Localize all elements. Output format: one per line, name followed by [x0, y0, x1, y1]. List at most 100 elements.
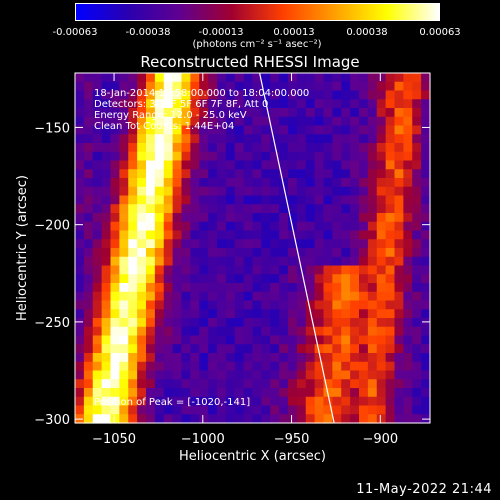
heatmap-cell	[199, 116, 209, 127]
heatmap-cell	[92, 90, 103, 100]
heatmap-cell	[252, 344, 262, 354]
heatmap-cell	[288, 353, 298, 363]
heatmap-cell	[403, 108, 413, 118]
heatmap-cell	[154, 405, 165, 415]
heatmap-cell	[128, 361, 138, 372]
heatmap-cell	[234, 353, 245, 363]
heatmap-cell	[341, 204, 351, 214]
heatmap-cell	[190, 414, 200, 424]
heatmap-cell	[75, 335, 85, 345]
heatmap-cell	[421, 353, 431, 363]
heatmap-cell	[208, 81, 218, 92]
heatmap-cell	[101, 134, 112, 144]
heatmap-cell	[359, 213, 369, 223]
heatmap-cell	[314, 256, 325, 267]
heatmap-cell	[172, 178, 183, 188]
heatmap-cell	[190, 90, 200, 100]
heatmap-cell	[190, 99, 200, 109]
heatmap-cell	[367, 248, 378, 258]
heatmap-cell	[288, 370, 298, 380]
heatmap-cell	[83, 81, 94, 92]
heatmap-cell	[163, 309, 174, 319]
heatmap-cell	[385, 81, 396, 92]
heatmap-cell	[296, 326, 307, 337]
heatmap-cell	[163, 414, 174, 424]
heatmap-cell	[261, 160, 271, 170]
heatmap-cell	[234, 143, 245, 153]
heatmap-cell	[137, 186, 147, 197]
heatmap-cell	[296, 116, 307, 127]
heatmap-cell	[288, 318, 298, 328]
heatmap-cell	[270, 248, 280, 258]
heatmap-cell	[128, 204, 138, 214]
heatmap-cell	[110, 318, 120, 328]
heatmap-cell	[154, 248, 165, 258]
heatmap-cell	[305, 326, 316, 337]
heatmap-cell	[119, 309, 129, 319]
heatmap-cell	[225, 283, 236, 293]
heatmap-cell	[234, 186, 245, 197]
heatmap-cell	[217, 239, 227, 249]
heatmap-cell	[225, 265, 236, 275]
heatmap-cell	[75, 221, 85, 232]
heatmap-cell	[341, 195, 351, 205]
heatmap-cell	[367, 143, 378, 153]
heatmap-cell	[181, 318, 191, 328]
heatmap-cell	[225, 335, 236, 345]
heatmap-cell	[412, 414, 422, 424]
heatmap-cell	[208, 256, 218, 267]
heatmap-cell	[288, 116, 298, 127]
heatmap-cell	[225, 125, 236, 135]
heatmap-cell	[190, 204, 200, 214]
heatmap-cell	[199, 230, 209, 240]
heatmap-cell	[128, 414, 138, 424]
heatmap-cell	[243, 353, 254, 363]
heatmap-cell	[421, 230, 431, 240]
heatmap-cell	[341, 396, 351, 407]
heatmap-cell	[199, 405, 209, 415]
heatmap-cell	[154, 116, 165, 127]
heatmap-cell	[172, 90, 183, 100]
heatmap-cell	[146, 239, 156, 249]
heatmap-cell	[350, 326, 360, 337]
heatmap-cell	[332, 318, 342, 328]
heatmap-cell	[367, 274, 378, 284]
heatmap-cell	[75, 300, 85, 310]
heatmap-cell	[270, 396, 280, 407]
heatmap-cell	[154, 344, 165, 354]
heatmap-cell	[83, 388, 94, 398]
heatmap-cell	[403, 248, 413, 258]
heatmap-cell	[279, 125, 289, 135]
heatmap-cell	[217, 169, 227, 179]
heatmap-cell	[367, 204, 378, 214]
heatmap-cell	[154, 379, 165, 389]
heatmap-cell	[252, 81, 262, 92]
heatmap-cell	[208, 134, 218, 144]
heatmap-cell	[367, 318, 378, 328]
y-tick-label: −250	[34, 316, 70, 331]
heatmap-cell	[190, 248, 200, 258]
heatmap-cell	[296, 318, 307, 328]
heatmap-cell	[332, 291, 342, 302]
heatmap-cell	[279, 370, 289, 380]
heatmap-cell	[137, 125, 147, 135]
heatmap-cell	[412, 309, 422, 319]
heatmap-cell	[146, 221, 156, 232]
heatmap-cell	[412, 291, 422, 302]
heatmap-cell	[261, 291, 271, 302]
heatmap-cell	[394, 239, 404, 249]
heatmap-cell	[137, 361, 147, 372]
heatmap-cell	[146, 300, 156, 310]
heatmap-cell	[367, 291, 378, 302]
heatmap-cell	[261, 388, 271, 398]
heatmap-cell	[359, 169, 369, 179]
heatmap-cell	[101, 151, 112, 162]
heatmap-cell	[83, 265, 94, 275]
info-energy-range: Energy Range: 12.0 - 25.0 keV	[94, 110, 247, 121]
heatmap-cell	[101, 204, 112, 214]
heatmap-cell	[341, 90, 351, 100]
heatmap-cell	[119, 213, 129, 223]
heatmap-cell	[163, 213, 174, 223]
heatmap-cell	[243, 134, 254, 144]
heatmap-cell	[296, 169, 307, 179]
